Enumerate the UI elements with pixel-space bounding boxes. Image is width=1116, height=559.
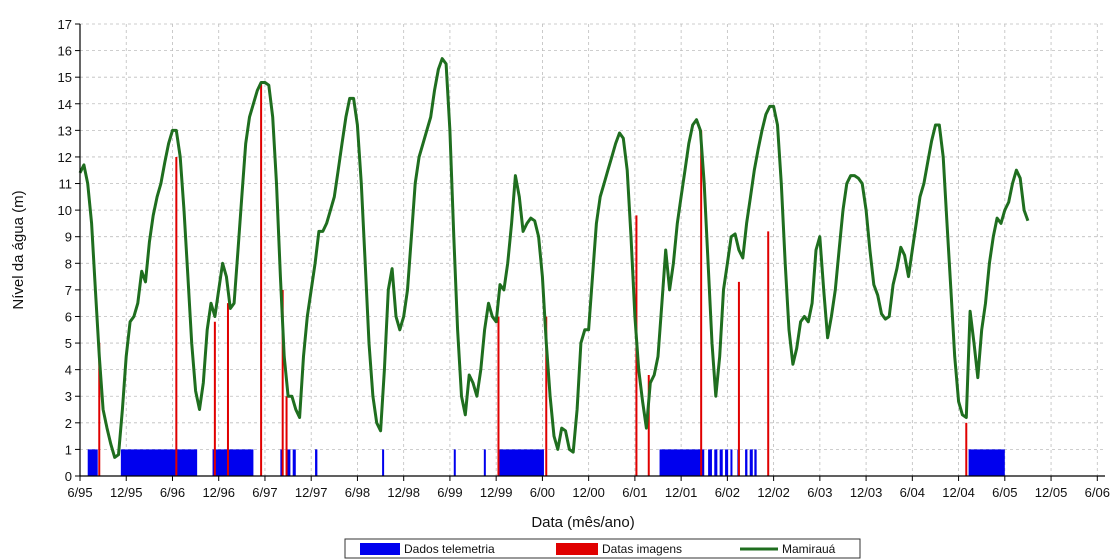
y-tick-label: 8: [65, 256, 72, 271]
y-tick-label: 3: [65, 389, 72, 404]
y-tick-label: 0: [65, 469, 72, 484]
y-tick-label: 1: [65, 442, 72, 457]
x-tick-label: 6/99: [437, 485, 462, 500]
telemetry-block: [714, 449, 718, 476]
x-tick-label: 6/04: [900, 485, 925, 500]
x-tick-label: 12/03: [850, 485, 883, 500]
telemetry-block: [382, 449, 385, 476]
telemetry-block: [730, 449, 733, 476]
legend: Dados telemetria Datas imagens Mamirauá: [344, 538, 861, 559]
x-tick-label: 6/05: [992, 485, 1017, 500]
y-tick-label: 12: [58, 150, 72, 165]
x-tick-label: 12/96: [202, 485, 235, 500]
telemetry-block: [499, 449, 544, 476]
x-tick-label: 12/97: [295, 485, 328, 500]
y-tick-label: 16: [58, 44, 72, 59]
y-tick-label: 6: [65, 309, 72, 324]
telemetry-block: [87, 449, 98, 476]
x-tick-label: 12/02: [757, 485, 790, 500]
telemetry-block: [287, 449, 291, 476]
x-tick-label: 12/95: [110, 485, 143, 500]
y-tick-label: 2: [65, 416, 72, 431]
telemetry-block: [745, 449, 748, 476]
x-tick-label: 6/02: [715, 485, 740, 500]
x-tick-label: 6/96: [160, 485, 185, 500]
x-tick-label: 6/03: [807, 485, 832, 500]
telemetry-block: [292, 449, 296, 476]
y-tick-label: 7: [65, 283, 72, 298]
x-tick-label: 12/00: [572, 485, 605, 500]
legend-box: [344, 538, 861, 559]
y-axis-title: Nível da água (m): [10, 190, 27, 309]
x-tick-labels: 6/95 12/95 6/96 12/96 6/97 12/97 6/98 12/98 6/99…: [67, 485, 1110, 500]
y-tick-label: 9: [65, 230, 72, 245]
telemetry-block: [483, 449, 486, 476]
y-tick-label: 10: [58, 203, 72, 218]
telemetry-block: [659, 449, 705, 476]
x-tick-label: 12/04: [942, 485, 975, 500]
x-tick-label: 6/00: [530, 485, 555, 500]
y-tick-label: 4: [65, 363, 72, 378]
telemetry-block: [315, 449, 318, 476]
x-tick-label: 12/05: [1035, 485, 1068, 500]
mamiraua-series-line: [78, 57, 1030, 459]
axes: [75, 23, 1105, 481]
legend-label-telemetry: Dados telemetria: [404, 542, 495, 556]
legend-label-images: Datas imagens: [602, 542, 682, 556]
x-tick-label: 12/98: [387, 485, 420, 500]
x-tick-label: 6/06: [1085, 485, 1110, 500]
y-tick-label: 13: [58, 123, 72, 138]
telemetry-block: [725, 449, 729, 476]
telemetry-block: [749, 449, 753, 476]
y-tick-label: 11: [59, 177, 73, 192]
y-tick-label: 14: [58, 97, 72, 112]
image-date-lines: [98, 82, 968, 476]
telemetry-block: [120, 449, 198, 476]
telemetry-block: [719, 449, 723, 476]
x-axis-title: Data (mês/ano): [531, 514, 634, 531]
y-tick-label: 5: [65, 336, 72, 351]
legend-swatch-images: [556, 543, 598, 555]
telemetry-block: [754, 449, 757, 476]
legend-swatch-telemetry: [360, 543, 400, 555]
x-tick-label: 6/01: [622, 485, 647, 500]
x-tick-label: 6/95: [67, 485, 92, 500]
telemetry-block: [453, 449, 456, 476]
x-tick-label: 12/01: [665, 485, 698, 500]
x-tick-label: 12/99: [480, 485, 513, 500]
telemetry-block: [968, 449, 1005, 476]
y-tick-label: 15: [58, 70, 72, 85]
grid: [79, 23, 1105, 477]
telemetry-block: [212, 449, 254, 476]
legend-label-mamiraua: Mamirauá: [782, 542, 836, 556]
y-tick-label: 17: [58, 17, 72, 32]
x-tick-label: 6/98: [345, 485, 370, 500]
x-tick-label: 6/97: [252, 485, 277, 500]
telemetry-block: [708, 449, 712, 476]
